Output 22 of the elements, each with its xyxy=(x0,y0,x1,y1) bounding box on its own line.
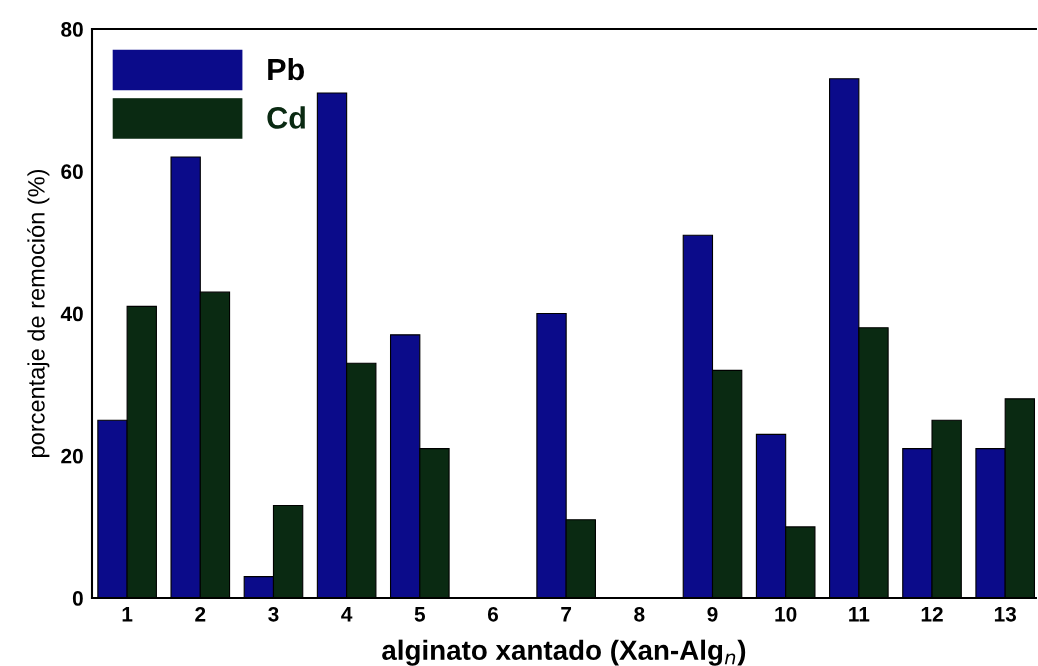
x-tick-label: 11 xyxy=(849,607,870,622)
x-tick-label: 1 xyxy=(122,607,133,622)
x-tick-label: 4 xyxy=(341,607,353,622)
x-tick-label: 6 xyxy=(487,606,499,622)
x-tick-label: 12 xyxy=(921,606,943,622)
legend-label: Pb xyxy=(268,57,304,81)
y-tick-label: 0 xyxy=(72,591,83,606)
y-tick-label: 40 xyxy=(60,306,83,322)
y-tick-label: 60 xyxy=(61,164,83,179)
y-tick-label: 20 xyxy=(61,448,83,464)
x-tick-label: 3 xyxy=(268,606,279,622)
x-tick-label: 7 xyxy=(561,607,572,622)
y-tick-label: 80 xyxy=(61,22,83,37)
x-axis-title: alginato xantado (Xan-Alg$_{n}$) xyxy=(382,639,746,666)
legend-label: Cd xyxy=(267,106,305,129)
x-tick-label: 8 xyxy=(634,606,645,622)
x-tick-label: 13 xyxy=(994,606,1017,622)
x-tick-label: 5 xyxy=(414,607,426,622)
x-tick-label: 2 xyxy=(195,606,206,622)
y-axis-title: porcentaje de remoción (%) xyxy=(27,169,50,457)
x-tick-label: 9 xyxy=(707,606,718,622)
x-tick-label: 10 xyxy=(775,606,797,622)
